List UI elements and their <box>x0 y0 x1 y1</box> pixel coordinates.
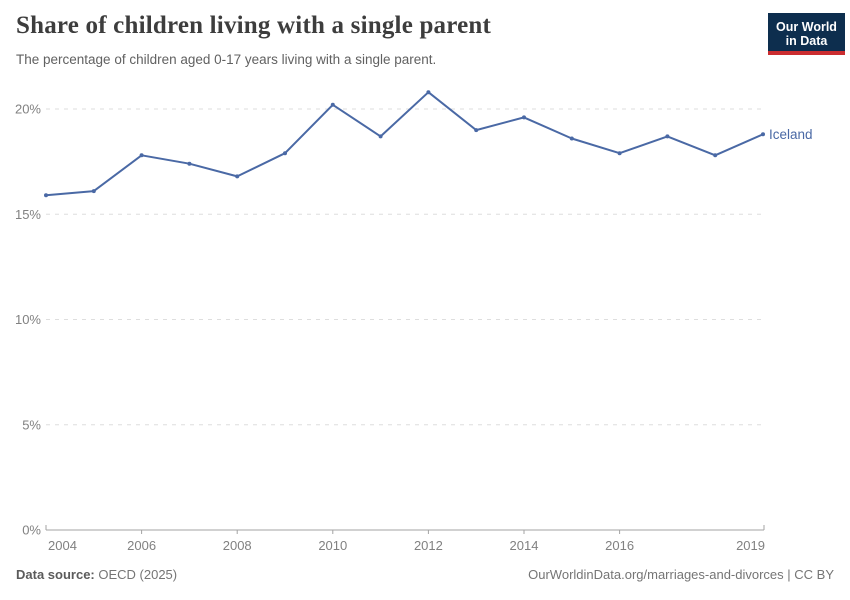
data-point[interactable] <box>187 161 192 166</box>
data-point[interactable] <box>569 136 574 141</box>
data-point[interactable] <box>617 151 622 156</box>
x-axis-label: 2006 <box>127 538 156 553</box>
data-source-value: OECD (2025) <box>94 567 178 582</box>
owid-logo[interactable]: Our World in Data <box>768 13 845 55</box>
owid-logo-line1: Our World <box>776 20 837 34</box>
data-point[interactable] <box>283 151 287 156</box>
data-point[interactable] <box>761 132 765 137</box>
chart-title: Share of children living with a single p… <box>16 12 492 39</box>
x-axis-label: 2019 <box>736 538 765 553</box>
data-point[interactable] <box>378 134 383 139</box>
data-point[interactable] <box>522 115 526 120</box>
data-point[interactable] <box>330 102 335 107</box>
data-point[interactable] <box>44 193 48 198</box>
chart-footer: Data source: OECD (2025) OurWorldinData.… <box>16 567 834 582</box>
y-axis-label: 15% <box>15 207 41 222</box>
x-axis-label: 2010 <box>318 538 347 553</box>
x-axis-label: 2004 <box>48 538 77 553</box>
chart-subtitle: The percentage of children aged 0-17 yea… <box>16 52 437 67</box>
data-source-label: Data source: <box>16 567 95 582</box>
iceland-line[interactable] <box>45 91 764 197</box>
data-point[interactable] <box>665 134 670 139</box>
data-point[interactable] <box>139 153 144 158</box>
data-point[interactable] <box>713 153 718 158</box>
data-point[interactable] <box>474 128 479 133</box>
series-label-iceland[interactable]: Iceland <box>769 127 813 142</box>
data-point[interactable] <box>426 90 431 95</box>
data-point[interactable] <box>235 174 240 179</box>
data-source: Data source: OECD (2025) <box>16 567 177 582</box>
x-axis-label: 2012 <box>414 538 443 553</box>
y-axis-label: 20% <box>15 102 41 117</box>
data-point[interactable] <box>91 189 96 194</box>
y-axis-label: 10% <box>15 312 41 327</box>
credit-link[interactable]: OurWorldinData.org/marriages-and-divorce… <box>528 567 834 582</box>
y-axis-label: 0% <box>22 523 41 538</box>
y-axis-label: 5% <box>22 417 41 432</box>
x-axis-label: 2014 <box>510 538 539 553</box>
x-axis-label: 2008 <box>223 538 252 553</box>
x-axis-label: 2016 <box>605 538 634 553</box>
owid-logo-line2: in Data <box>785 34 828 48</box>
